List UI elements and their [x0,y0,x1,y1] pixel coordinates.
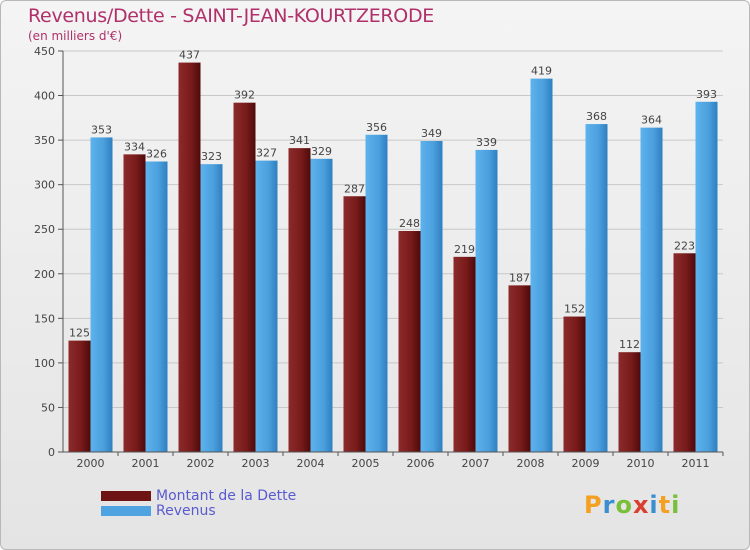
y-tick-label: 350 [34,134,55,147]
bar-dette [343,196,366,452]
data-label: 341 [289,134,310,147]
logo-letter: x [632,491,650,519]
x-tick-label: 2004 [297,457,325,470]
bar-dette [563,316,586,452]
y-tick-label: 50 [41,401,55,414]
data-label: 187 [509,271,530,284]
data-label: 329 [311,145,332,158]
data-label: 287 [344,182,365,195]
data-label: 437 [179,49,200,62]
x-tick-label: 2002 [187,457,215,470]
bar-revenus [475,149,498,452]
data-label: 349 [421,127,442,140]
data-label: 248 [399,217,420,230]
data-label: 339 [476,136,497,149]
x-tick-label: 2009 [572,457,600,470]
legend-label-dette: Montant de la Dette [156,488,297,504]
y-tick-label: 250 [34,223,55,236]
logo-letter: P [584,491,603,519]
data-label: 356 [366,121,387,134]
bar-dette [178,62,201,453]
legend-swatch-dette [101,491,151,501]
logo-letter: r [602,491,616,519]
legend-label-revenus: Revenus [156,503,216,519]
axis-layer: 0 50 100 150 200 250 300 350 400 450 2000 2001 2002 2… [34,45,724,470]
bar-dette [673,253,696,452]
data-label: 419 [531,65,552,78]
bar-revenus [365,134,388,452]
bar-dette [233,102,256,452]
bar-revenus [420,141,443,452]
data-label: 326 [146,147,167,160]
data-label: 364 [641,114,662,127]
y-tick-label: 400 [34,90,55,103]
bar-revenus [530,78,553,452]
y-tick-label: 450 [34,45,55,58]
x-tick-label: 2000 [77,457,105,470]
data-label: 112 [619,338,640,351]
bar-revenus [310,158,333,452]
data-label: 152 [564,303,585,316]
grid-layer [63,50,723,453]
data-label: 392 [234,89,255,102]
data-label: 334 [124,140,145,153]
y-tick-label: 0 [48,446,55,459]
x-tick-label: 2006 [407,457,435,470]
data-label: 323 [201,150,222,163]
bar-dette [618,352,641,452]
data-label: 368 [586,110,607,123]
logo-letter: t [658,491,672,519]
y-tick-label: 100 [34,357,55,370]
legend-swatch-revenus [101,506,151,516]
data-label: 327 [256,147,277,160]
data-label: 393 [696,88,717,101]
x-tick-label: 2001 [132,457,160,470]
bar-dette [68,340,91,452]
data-label: 125 [69,327,90,340]
y-tick-label: 150 [34,312,55,325]
logo-letter: i [671,491,681,519]
y-tick-label: 200 [34,268,55,281]
bar-dette [288,148,311,452]
data-label: 353 [91,123,112,136]
bar-dette [453,256,476,452]
bar-revenus [695,101,718,452]
chart-subtitle: (en milliers d'€) [28,29,123,43]
x-tick-label: 2008 [517,457,545,470]
x-tick-label: 2003 [242,457,270,470]
bar-revenus [145,161,168,452]
data-label: 219 [454,243,475,256]
bar-dette [398,231,421,452]
bar-revenus [200,164,223,452]
bar-dette [508,285,531,452]
x-tick-label: 2005 [352,457,380,470]
bars-layer [68,62,718,453]
bar-dette [123,154,146,452]
bar-revenus [640,127,663,452]
x-tick-label: 2010 [627,457,655,470]
proxiti-logo: Proxiti [584,491,680,519]
chart-title: Revenus/Dette - SAINT-JEAN-KOURTZERODE [28,5,434,27]
y-tick-label: 300 [34,179,55,192]
bar-revenus [255,160,278,452]
bar-revenus [90,137,113,452]
bar-revenus [585,124,608,453]
data-label: 223 [674,239,695,252]
logo-letter: o [615,491,633,519]
x-tick-label: 2007 [462,457,490,470]
logo-letter: i [649,491,659,519]
x-tick-label: 2011 [682,457,710,470]
